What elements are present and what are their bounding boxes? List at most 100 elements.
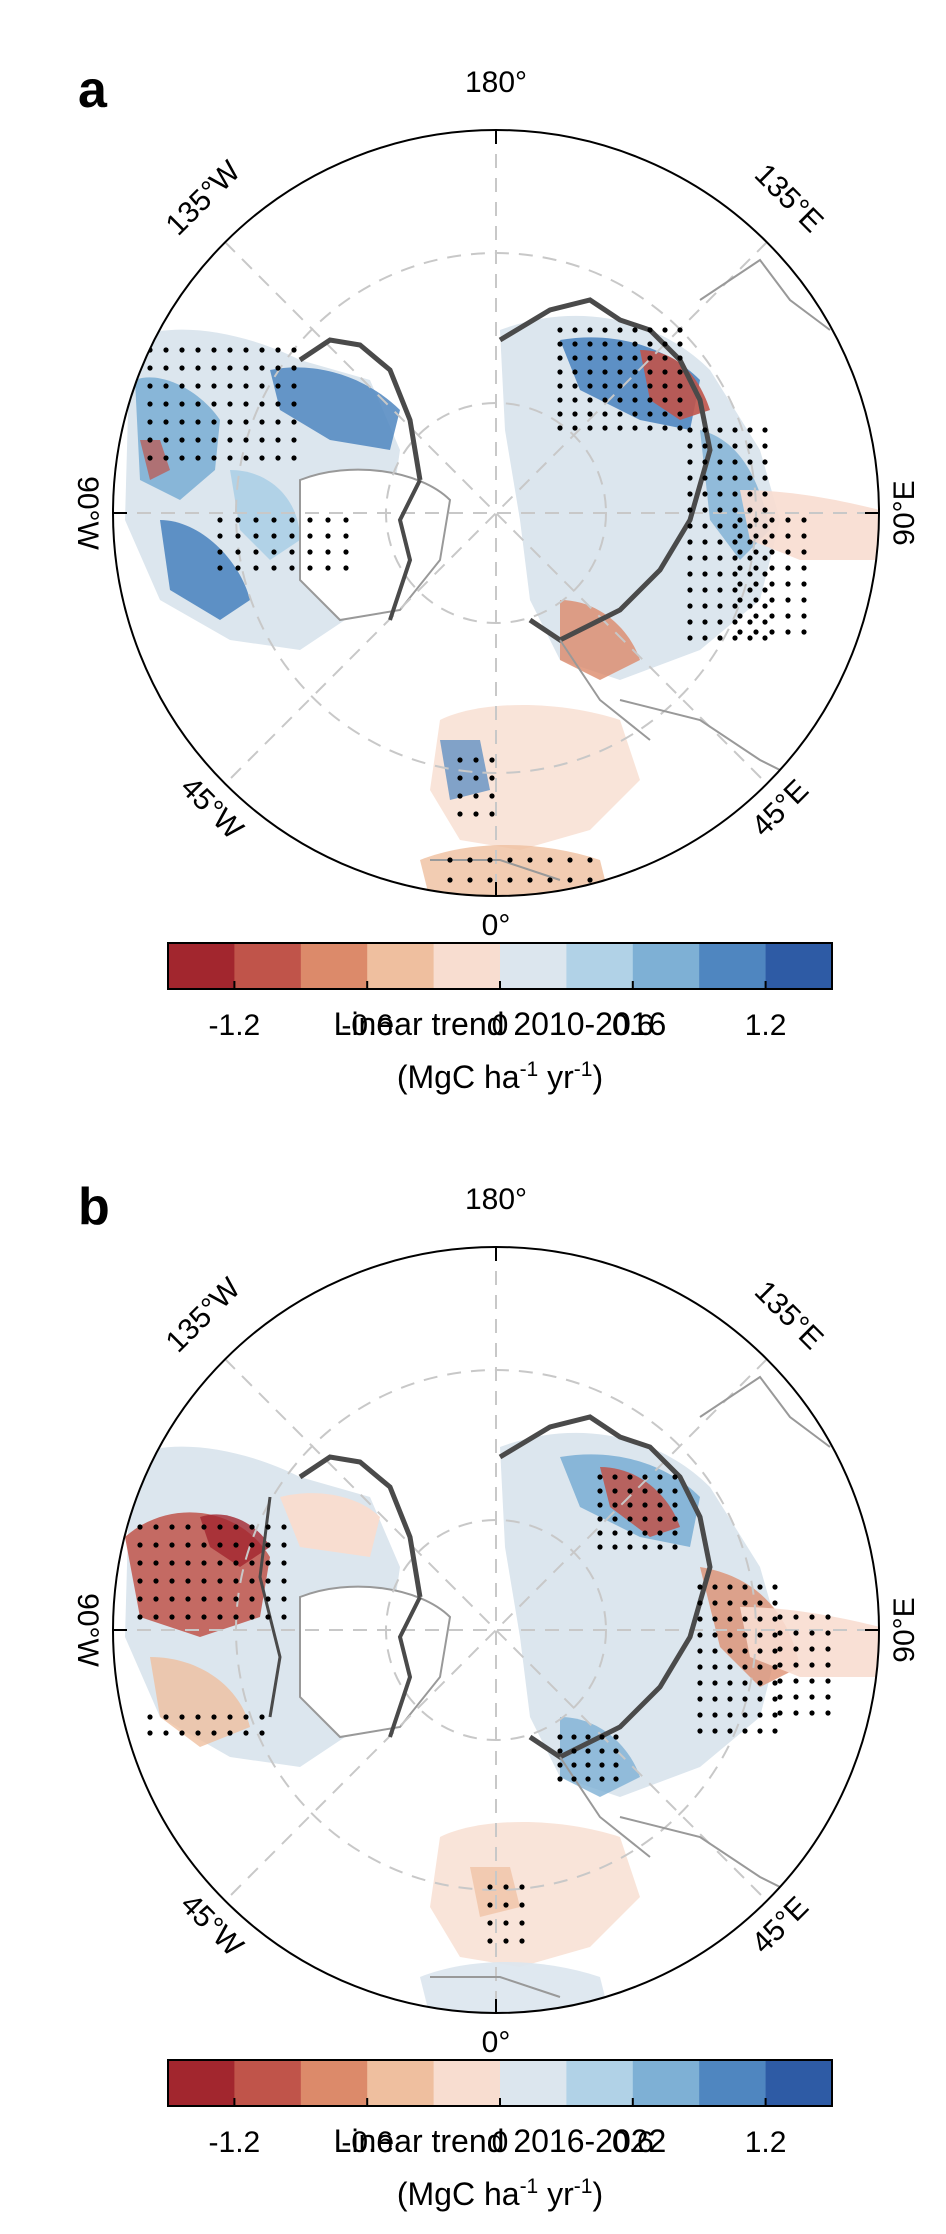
stipple-dot <box>785 517 791 523</box>
stipple-dot <box>457 775 463 781</box>
stipple-dot <box>687 459 693 465</box>
stipple-dot <box>662 355 668 361</box>
stipple-dot <box>732 475 738 481</box>
stipple-dot <box>677 383 683 389</box>
stipple-dot <box>672 1544 678 1550</box>
stipple-dot <box>747 539 753 545</box>
stipple-dot <box>265 1596 271 1602</box>
stipple-dot <box>201 1614 207 1620</box>
lon-label-0: 0° <box>482 2026 511 2059</box>
stipple-dot <box>757 1664 763 1670</box>
colorbar-a-tick-label: -1.2 <box>209 1009 261 1042</box>
stipple-dot <box>687 555 693 561</box>
stipple-dot <box>557 341 563 347</box>
stipple-dot <box>697 1584 703 1590</box>
stipple-dot <box>195 401 201 407</box>
stipple-dot <box>717 555 723 561</box>
stipple-dot <box>587 355 593 361</box>
stipple-dot <box>467 877 473 883</box>
stipple-dot <box>612 1502 618 1508</box>
stipple-dot <box>147 1730 153 1736</box>
stipple-dot <box>762 475 768 481</box>
stipple-dot <box>243 347 249 353</box>
stipple-dot <box>489 757 495 763</box>
stipple-dot <box>753 613 759 619</box>
stipple-dot <box>179 455 185 461</box>
stipple-dot <box>557 1762 563 1768</box>
stipple-dot <box>727 1600 733 1606</box>
stipple-dot <box>201 1524 207 1530</box>
stipple-dot <box>785 629 791 635</box>
stipple-dot <box>289 549 295 555</box>
stipple-dot <box>742 1648 748 1654</box>
stipple-dot <box>259 455 265 461</box>
stipple-dot <box>777 1646 783 1652</box>
stipple-dot <box>233 1524 239 1530</box>
stipple-dot <box>519 1884 525 1890</box>
stipple-dot <box>762 619 768 625</box>
stipple-dot <box>762 443 768 449</box>
stipple-dot <box>732 459 738 465</box>
stipple-dot <box>547 857 553 863</box>
stipple-dot <box>217 1560 223 1566</box>
stipple-dot <box>687 619 693 625</box>
stipple-dot <box>662 383 668 389</box>
stipple-dot <box>632 411 638 417</box>
stipple-dot <box>727 1616 733 1622</box>
stipple-dot <box>211 455 217 461</box>
colorbar-b-tick-label: -1.2 <box>209 2126 261 2159</box>
map-b-stippling <box>137 1474 831 1944</box>
stipple-dot <box>753 565 759 571</box>
stipple-dot <box>732 539 738 545</box>
stipple-dot <box>677 397 683 403</box>
stipple-dot <box>275 455 281 461</box>
stipple-dot <box>185 1524 191 1530</box>
stipple-dot <box>617 355 623 361</box>
stipple-dot <box>687 507 693 513</box>
stipple-dot <box>772 1696 778 1702</box>
stipple-dot <box>717 459 723 465</box>
stipple-dot <box>717 427 723 433</box>
stipple-dot <box>217 565 223 571</box>
stipple-dot <box>717 619 723 625</box>
stipple-dot <box>587 397 593 403</box>
colorbar-b-bin-0 <box>168 2060 235 2106</box>
stipple-dot <box>647 397 653 403</box>
stipple-dot <box>227 1730 233 1736</box>
stipple-dot <box>762 491 768 497</box>
stipple-dot <box>325 533 331 539</box>
stipple-dot <box>762 635 768 641</box>
stipple-dot <box>587 341 593 347</box>
stipple-dot <box>243 419 249 425</box>
lon-label-45w: 45°W <box>174 1888 250 1964</box>
stipple-dot <box>163 347 169 353</box>
stipple-dot <box>613 1776 619 1782</box>
stipple-dot <box>137 1524 143 1530</box>
stipple-dot <box>702 459 708 465</box>
stipple-dot <box>677 327 683 333</box>
colorbar-b-bin-4 <box>433 2060 501 2106</box>
stipple-dot <box>757 1632 763 1638</box>
stipple-dot <box>747 507 753 513</box>
stipple-dot <box>697 1728 703 1734</box>
stipple-dot <box>587 411 593 417</box>
stipple-dot <box>742 1632 748 1638</box>
panel-a: a <box>71 61 921 1095</box>
stipple-dot <box>147 383 153 389</box>
stipple-dot <box>801 629 807 635</box>
stipple-dot <box>737 565 743 571</box>
stipple-dot <box>753 581 759 587</box>
stipple-dot <box>343 533 349 539</box>
stipple-dot <box>147 419 153 425</box>
stipple-dot <box>717 443 723 449</box>
colorbar-a-units: (MgC ha-1 yr-1) <box>397 1058 603 1095</box>
stipple-dot <box>447 857 453 863</box>
colorbar-a-bin-5 <box>500 943 567 989</box>
stipple-dot <box>599 1734 605 1740</box>
stipple-dot <box>662 411 668 417</box>
stipple-dot <box>772 1664 778 1670</box>
stipple-dot <box>757 1648 763 1654</box>
stipple-dot <box>227 401 233 407</box>
stipple-dot <box>762 523 768 529</box>
stipple-dot <box>712 1632 718 1638</box>
